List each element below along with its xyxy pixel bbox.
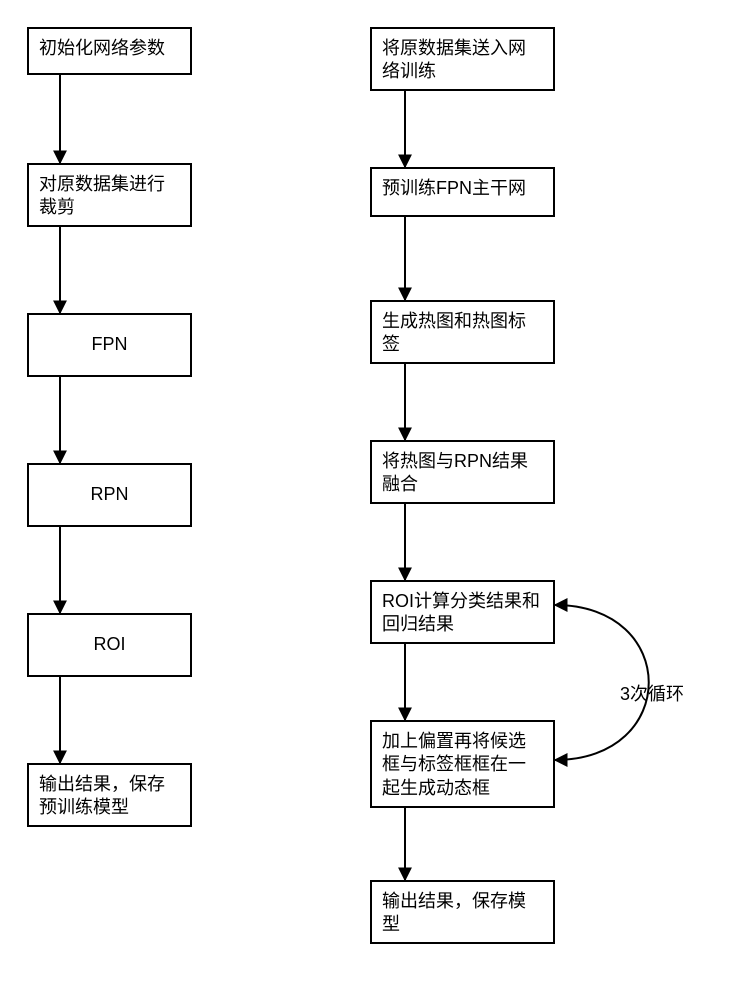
node-fpn: FPN (27, 313, 192, 377)
node-fuse-heatmap-rpn: 将热图与RPN结果融合 (370, 440, 555, 504)
node-init-params: 初始化网络参数 (27, 27, 192, 75)
loop-label-text: 3次循环 (620, 684, 684, 704)
node-label: 加上偏置再将候选框与标签框框在一起生成动态框 (382, 730, 543, 800)
node-label: ROI (93, 633, 125, 656)
node-label: 初始化网络参数 (39, 37, 165, 60)
node-label: 预训练FPN主干网 (382, 177, 526, 200)
node-dynamic-box: 加上偏置再将候选框与标签框框在一起生成动态框 (370, 720, 555, 808)
node-rpn: RPN (27, 463, 192, 527)
node-label: 输出结果，保存模型 (382, 890, 543, 937)
node-label: 将热图与RPN结果融合 (382, 450, 543, 497)
node-roi-classify: ROI计算分类结果和回归结果 (370, 580, 555, 644)
loop-label: 3次循环 (620, 680, 684, 706)
node-label: 生成热图和热图标签 (382, 310, 543, 357)
node-gen-heatmap: 生成热图和热图标签 (370, 300, 555, 364)
node-label: ROI计算分类结果和回归结果 (382, 590, 543, 637)
node-label: 对原数据集进行裁剪 (39, 173, 180, 220)
node-label: 将原数据集送入网络训练 (382, 37, 543, 84)
flowchart-canvas: 初始化网络参数 对原数据集进行裁剪 FPN RPN ROI 输出结果，保存预训练… (0, 0, 737, 1000)
node-send-train: 将原数据集送入网络训练 (370, 27, 555, 91)
node-label: 输出结果，保存预训练模型 (39, 773, 180, 820)
node-pretrain-fpn: 预训练FPN主干网 (370, 167, 555, 217)
node-crop-dataset: 对原数据集进行裁剪 (27, 163, 192, 227)
node-label: RPN (90, 483, 128, 506)
node-output-model: 输出结果，保存模型 (370, 880, 555, 944)
node-roi: ROI (27, 613, 192, 677)
node-label: FPN (92, 333, 128, 356)
node-output-pretrain: 输出结果，保存预训练模型 (27, 763, 192, 827)
